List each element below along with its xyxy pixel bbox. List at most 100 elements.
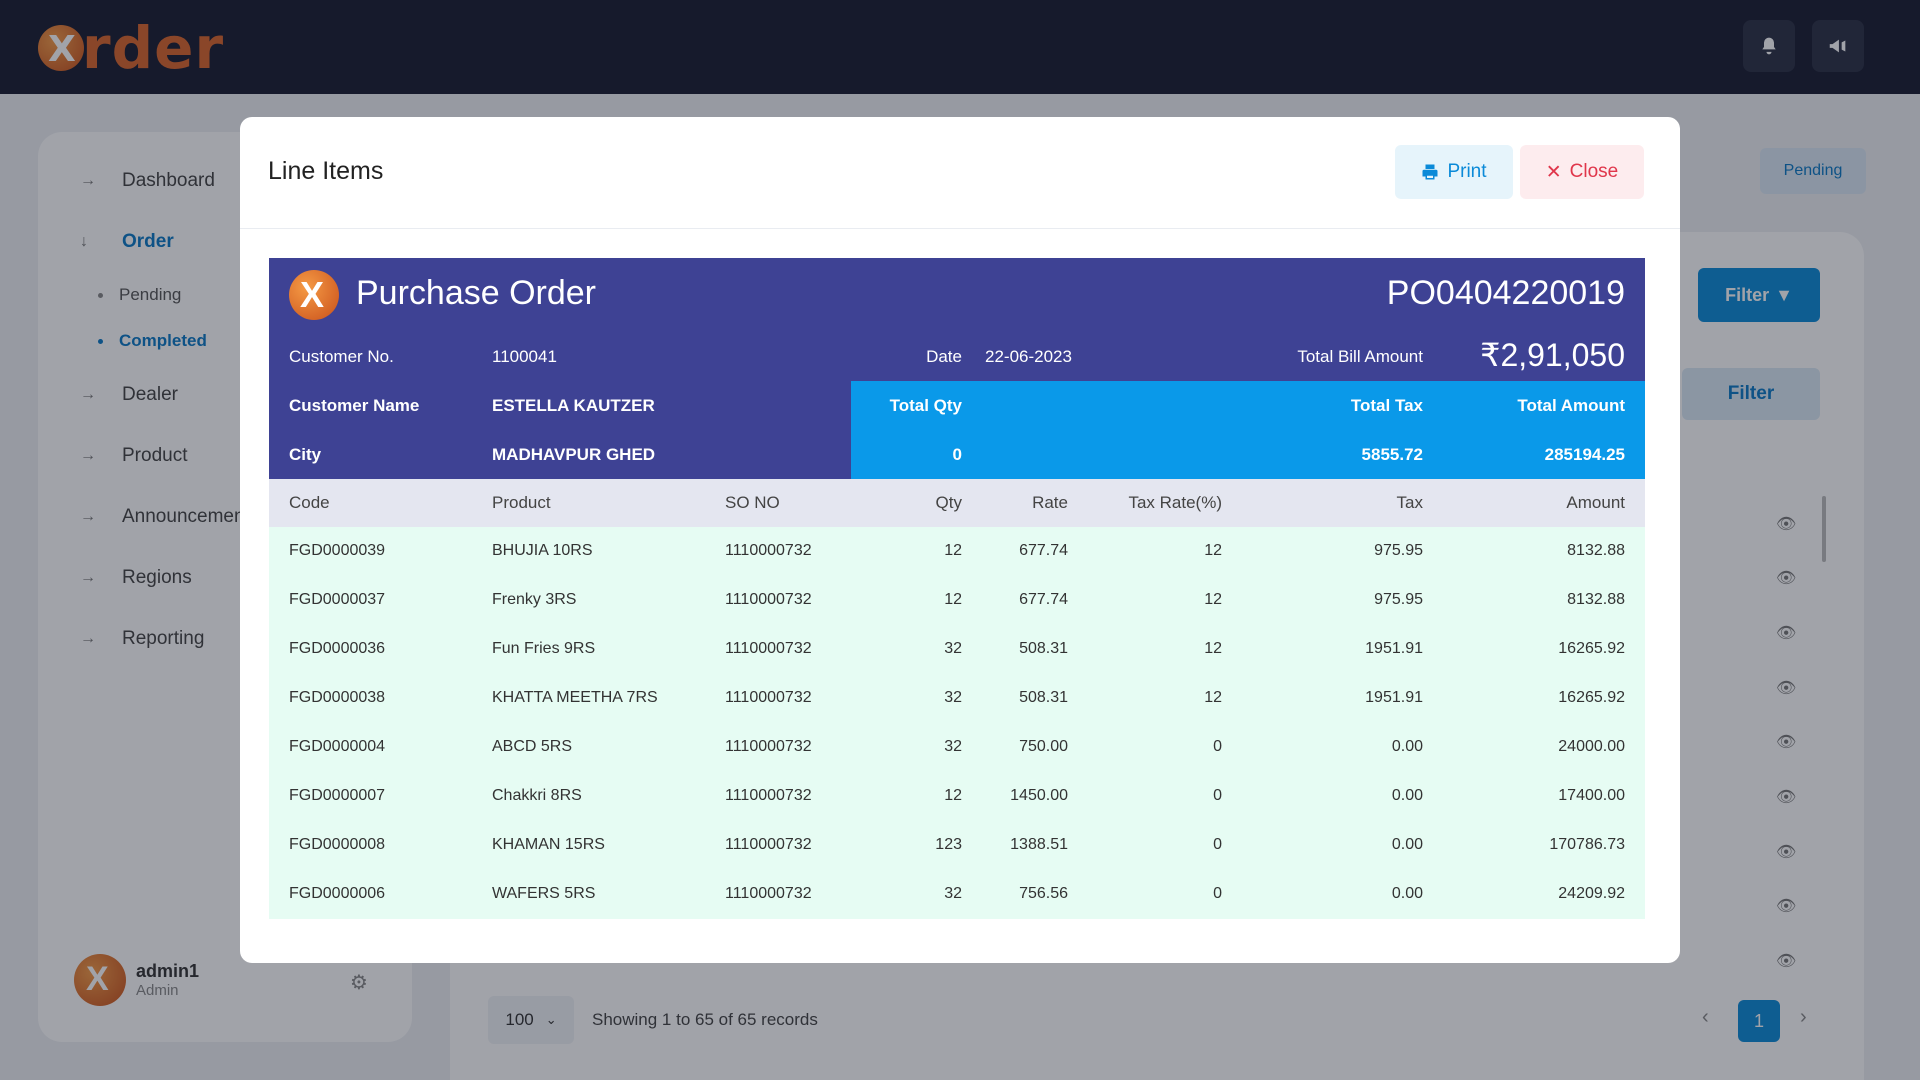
sidebar-item-label: Reporting	[122, 628, 205, 649]
app-logo[interactable]: rder	[38, 14, 225, 82]
cell-tax-rate: 0	[1213, 738, 1222, 755]
sidebar-item-product[interactable]: → Product	[80, 445, 187, 467]
customer-no-label: Customer No.	[289, 347, 394, 366]
eye-icon[interactable]: 👁	[1776, 516, 1797, 533]
sidebar-subitem-label: Pending	[119, 285, 182, 304]
megaphone-icon	[1829, 39, 1846, 53]
cell-amount: 8132.88	[1567, 542, 1625, 559]
sidebar-subitem-label: Completed	[119, 331, 207, 350]
eye-icon[interactable]: 👁	[1776, 898, 1797, 915]
modal-title: Line Items	[268, 157, 384, 185]
pagination-page-button[interactable]: 1	[1738, 1000, 1780, 1042]
cell-tax: 1951.91	[1365, 640, 1423, 657]
cell-so-no: 1110000732	[725, 542, 812, 559]
arrow-right-icon: →	[80, 508, 96, 525]
filter-toggle-button[interactable]: Filter ▼	[1698, 268, 1820, 322]
cell-product: WAFERS 5RS	[492, 885, 596, 902]
cell-code: FGD0000007	[289, 787, 386, 804]
cell-amount: 16265.92	[1558, 640, 1625, 657]
table-row: FGD0000038 KHATTA MEETHA 7RS 1110000732 32 5…	[269, 674, 1645, 723]
top-bar: rder	[0, 0, 1920, 94]
notifications-button[interactable]	[1743, 20, 1795, 72]
cell-tax: 0.00	[1391, 738, 1423, 755]
bell-icon	[1762, 37, 1776, 55]
column-header-product: Product	[492, 493, 551, 512]
print-button[interactable]: Print	[1395, 145, 1513, 199]
arrow-right-icon: →	[80, 447, 96, 464]
eye-icon[interactable]: 👁	[1776, 625, 1797, 642]
cell-product: BHUJIA 10RS	[492, 542, 593, 559]
table-row: FGD0000039 BHUJIA 10RS 1110000732 12 677.74 1…	[269, 527, 1645, 576]
cell-rate: 508.31	[1019, 640, 1068, 657]
user-profile[interactable]: admin1 Admin	[74, 954, 199, 1006]
cell-code: FGD0000039	[289, 542, 386, 559]
close-button[interactable]: ✕ Close	[1520, 145, 1644, 199]
total-qty-label: Total Qty	[889, 396, 962, 415]
customer-name-label: Customer Name	[289, 396, 420, 415]
cell-tax: 975.95	[1374, 591, 1423, 608]
column-header-qty: Qty	[935, 493, 962, 512]
cell-code: FGD0000037	[289, 591, 386, 608]
sidebar-item-regions[interactable]: → Regions	[80, 567, 192, 589]
bullet-icon	[98, 338, 103, 344]
total-tax-label: Total Tax	[1350, 396, 1423, 415]
sidebar-item-dashboard[interactable]: → Dashboard	[80, 170, 215, 192]
pagination-prev-button[interactable]: ‹	[1702, 1006, 1709, 1028]
sidebar-item-announcements[interactable]: → Announcements	[80, 506, 259, 528]
filter-apply-button[interactable]: Filter	[1682, 368, 1820, 420]
sidebar-subitem-completed[interactable]: Completed	[98, 331, 207, 351]
cell-amount: 24209.92	[1558, 885, 1625, 902]
totals-header-band: Total Qty Total Tax Total Amount	[851, 381, 1645, 430]
close-icon: ✕	[1545, 161, 1562, 183]
eye-icon[interactable]: 👁	[1776, 734, 1797, 751]
cell-amount: 16265.92	[1558, 689, 1625, 706]
cell-code: FGD0000006	[289, 885, 386, 902]
cell-tax: 0.00	[1391, 787, 1423, 804]
arrow-down-icon: ↓	[80, 233, 88, 250]
filter-button-label: Filter	[1725, 284, 1770, 305]
gear-icon[interactable]: ⚙	[350, 972, 368, 994]
total-amount-value: 285194.25	[1544, 445, 1625, 464]
eye-icon[interactable]: 👁	[1776, 570, 1797, 587]
sidebar-item-dealer[interactable]: → Dealer	[80, 384, 178, 406]
announcements-button[interactable]	[1812, 20, 1864, 72]
eye-icon[interactable]: 👁	[1776, 789, 1797, 806]
pagination-next-button[interactable]: ›	[1800, 1006, 1807, 1028]
po-info-row-3: City MADHAVPUR GHED 0 5855.72 285194.25	[269, 430, 1645, 479]
line-items-modal: Line Items Print ✕ Close Purchase Order …	[240, 117, 1680, 963]
sidebar-item-label: Announcements	[122, 506, 260, 527]
sidebar-item-order[interactable]: ↓ Order	[80, 231, 174, 253]
printer-icon	[1422, 164, 1438, 180]
sidebar-item-label: Dealer	[122, 384, 178, 405]
table-row: FGD0000008 KHAMAN 15RS 1110000732 123 1388.5…	[269, 821, 1645, 870]
table-scrollbar[interactable]	[1822, 496, 1826, 562]
eye-icon[interactable]: 👁	[1776, 680, 1797, 697]
status-pill-pending[interactable]: Pending	[1760, 148, 1866, 194]
customer-name-value: ESTELLA KAUTZER	[492, 396, 655, 415]
cell-qty: 32	[944, 640, 962, 657]
column-header-code: Code	[289, 493, 330, 512]
sidebar-item-reporting[interactable]: → Reporting	[80, 628, 204, 650]
cell-product: KHAMAN 15RS	[492, 836, 605, 853]
cell-tax-rate: 12	[1204, 640, 1222, 657]
cell-tax: 0.00	[1391, 836, 1423, 853]
cell-amount: 8132.88	[1567, 591, 1625, 608]
eye-icon[interactable]: 👁	[1776, 844, 1797, 861]
records-summary: Showing 1 to 65 of 65 records	[592, 1010, 818, 1029]
cell-product: ABCD 5RS	[492, 738, 573, 755]
total-qty-value: 0	[952, 445, 962, 464]
table-row: FGD0000006 WAFERS 5RS 1110000732 32 756.56 0 0…	[269, 870, 1645, 919]
po-header: Purchase Order PO0404220019	[269, 258, 1645, 332]
cell-product: Chakkri 8RS	[492, 787, 582, 804]
po-info-row-2: Customer Name ESTELLA KAUTZER Total Qty …	[269, 381, 1645, 430]
total-amount-label: Total Amount	[1517, 396, 1625, 415]
arrow-right-icon: →	[80, 630, 96, 647]
page-size-select[interactable]: 100 ⌄	[488, 996, 574, 1044]
cell-tax: 1951.91	[1365, 689, 1423, 706]
user-name: admin1	[136, 961, 200, 981]
sidebar-subitem-pending[interactable]: Pending	[98, 285, 181, 305]
logo-text: rder	[82, 14, 225, 82]
purchase-order: Purchase Order PO0404220019 Customer No.…	[269, 258, 1645, 919]
po-info-row-1: Customer No. 1100041 Date 22-06-2023 Tot…	[269, 332, 1645, 381]
eye-icon[interactable]: 👁	[1776, 953, 1797, 970]
